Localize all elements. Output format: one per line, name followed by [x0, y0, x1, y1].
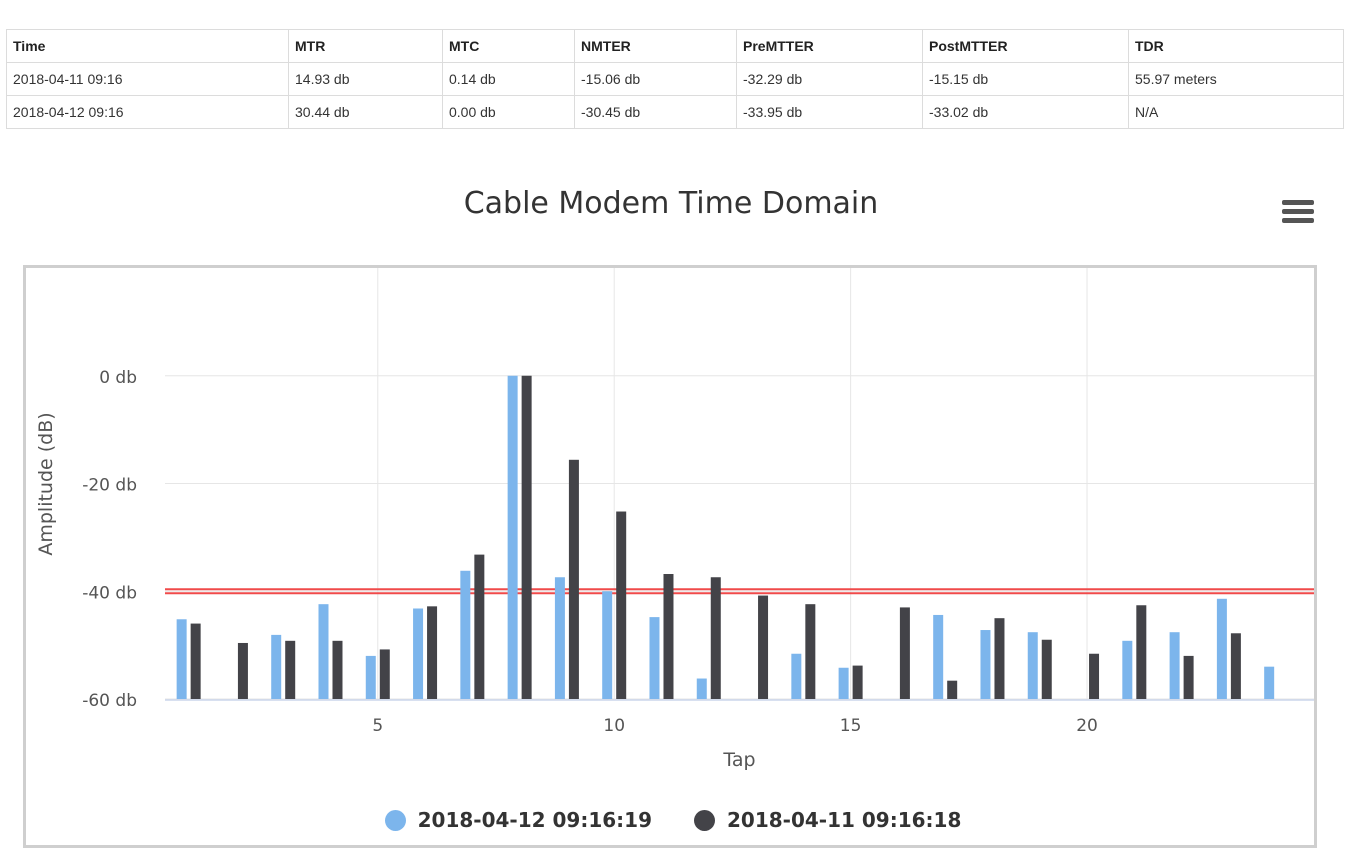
bar-series-1	[271, 634, 282, 699]
bar-series-2	[947, 680, 958, 699]
chart-frame	[23, 265, 1317, 848]
y-tick-label: -40 db	[82, 583, 137, 603]
bar-series-1	[176, 619, 187, 699]
bar-series-1	[696, 678, 707, 699]
bar-series-1	[554, 577, 565, 699]
bar-series-2	[899, 607, 910, 699]
bar-series-2	[1136, 605, 1147, 699]
table-cell: -32.29 db	[736, 62, 923, 96]
bar-series-2	[852, 665, 863, 699]
y-axis-title: Amplitude (dB)	[35, 412, 57, 555]
x-tick-label: 5	[372, 716, 383, 736]
bar-series-2	[1183, 655, 1194, 699]
bar-series-1	[460, 570, 471, 699]
legend-item-series-1[interactable]: 2018-04-12 09:16:19	[384, 808, 652, 832]
bar-series-2	[332, 640, 343, 699]
bar-series-1	[507, 375, 518, 699]
table-cell: 2018-04-12 09:16	[6, 95, 289, 129]
table-cell: 14.93 db	[288, 62, 443, 96]
bar-series-2	[1089, 653, 1100, 699]
table-row: 2018-04-12 09:16 30.44 db 0.00 db -30.45…	[6, 95, 1344, 129]
table-cell: -15.15 db	[922, 62, 1129, 96]
legend-item-series-2[interactable]: 2018-04-11 09:16:18	[694, 808, 961, 832]
chart-menu-hamburger-icon[interactable]	[1282, 198, 1314, 226]
y-tick-label: -60 db	[82, 691, 137, 711]
column-header-tdr: TDR	[1128, 29, 1344, 63]
bar-series-1	[413, 608, 424, 699]
legend-label: 2018-04-12 09:16:19	[417, 808, 652, 832]
y-tick-label: -20 db	[82, 476, 137, 496]
legend-dot-icon	[384, 809, 406, 831]
table-cell: -15.06 db	[574, 62, 737, 96]
bar-series-1	[365, 655, 376, 699]
x-tick-label: 15	[840, 716, 862, 736]
table-cell: 2018-04-11 09:16	[6, 62, 289, 96]
table-cell: 55.97 meters	[1128, 62, 1344, 96]
metrics-table: Time MTR MTC NMTER PreMTTER PostMTTER TD…	[6, 29, 1344, 129]
column-header-postmtter: PostMTTER	[922, 29, 1129, 63]
chart-title: Cable Modem Time Domain	[463, 186, 879, 221]
column-header-nmter: NMTER	[574, 29, 737, 63]
chart-legend: 2018-04-12 09:16:19 2018-04-11 09:16:18	[0, 808, 1346, 832]
bar-series-1	[980, 630, 991, 699]
bar-series-2	[427, 606, 438, 699]
column-header-mtr: MTR	[288, 29, 443, 63]
bar-series-1	[1216, 598, 1227, 699]
bar-series-2	[237, 642, 248, 699]
y-tick-label: 0 db	[99, 368, 137, 388]
bar-series-2	[190, 623, 201, 699]
bar-series-1	[1027, 632, 1038, 699]
table-cell: 0.00 db	[442, 95, 575, 129]
bar-series-2	[758, 595, 769, 699]
bar-series-2	[285, 640, 296, 699]
bar-series-1	[1264, 666, 1275, 699]
legend-dot-icon	[694, 809, 715, 831]
bar-series-2	[474, 554, 485, 699]
legend-label: 2018-04-11 09:16:18	[727, 808, 962, 832]
x-axis-title: Tap	[722, 749, 755, 771]
table-cell: 30.44 db	[288, 95, 443, 129]
table-header-row: Time MTR MTC NMTER PreMTTER PostMTTER TD…	[6, 29, 1344, 63]
bar-series-2	[379, 649, 390, 699]
bar-series-1	[318, 604, 329, 699]
bar-series-2	[994, 618, 1005, 699]
bar-series-1	[1122, 640, 1133, 699]
bar-series-1	[791, 653, 802, 699]
bar-series-2	[805, 604, 816, 699]
x-tick-label: 20	[1076, 716, 1098, 736]
bar-series-2	[710, 577, 721, 699]
x-tick-label: 10	[603, 716, 625, 736]
column-header-time: Time	[6, 29, 289, 63]
bar-series-2	[1041, 639, 1052, 699]
bar-series-2	[1230, 633, 1241, 699]
bar-series-1	[838, 667, 849, 699]
table-cell: N/A	[1128, 95, 1344, 129]
bar-series-1	[1169, 632, 1180, 699]
bar-series-1	[602, 591, 613, 699]
bar-series-2	[663, 574, 674, 699]
bar-series-2	[521, 375, 532, 699]
bar-series-1	[649, 617, 660, 699]
table-cell: -33.02 db	[922, 95, 1129, 129]
table-cell: 0.14 db	[442, 62, 575, 96]
bar-series-2	[616, 511, 627, 699]
table-cell: -33.95 db	[736, 95, 923, 129]
table-row: 2018-04-11 09:16 14.93 db 0.14 db -15.06…	[6, 62, 1344, 96]
bar-series-2	[568, 459, 579, 699]
table-cell: -30.45 db	[574, 95, 737, 129]
bar-series-1	[933, 614, 944, 699]
